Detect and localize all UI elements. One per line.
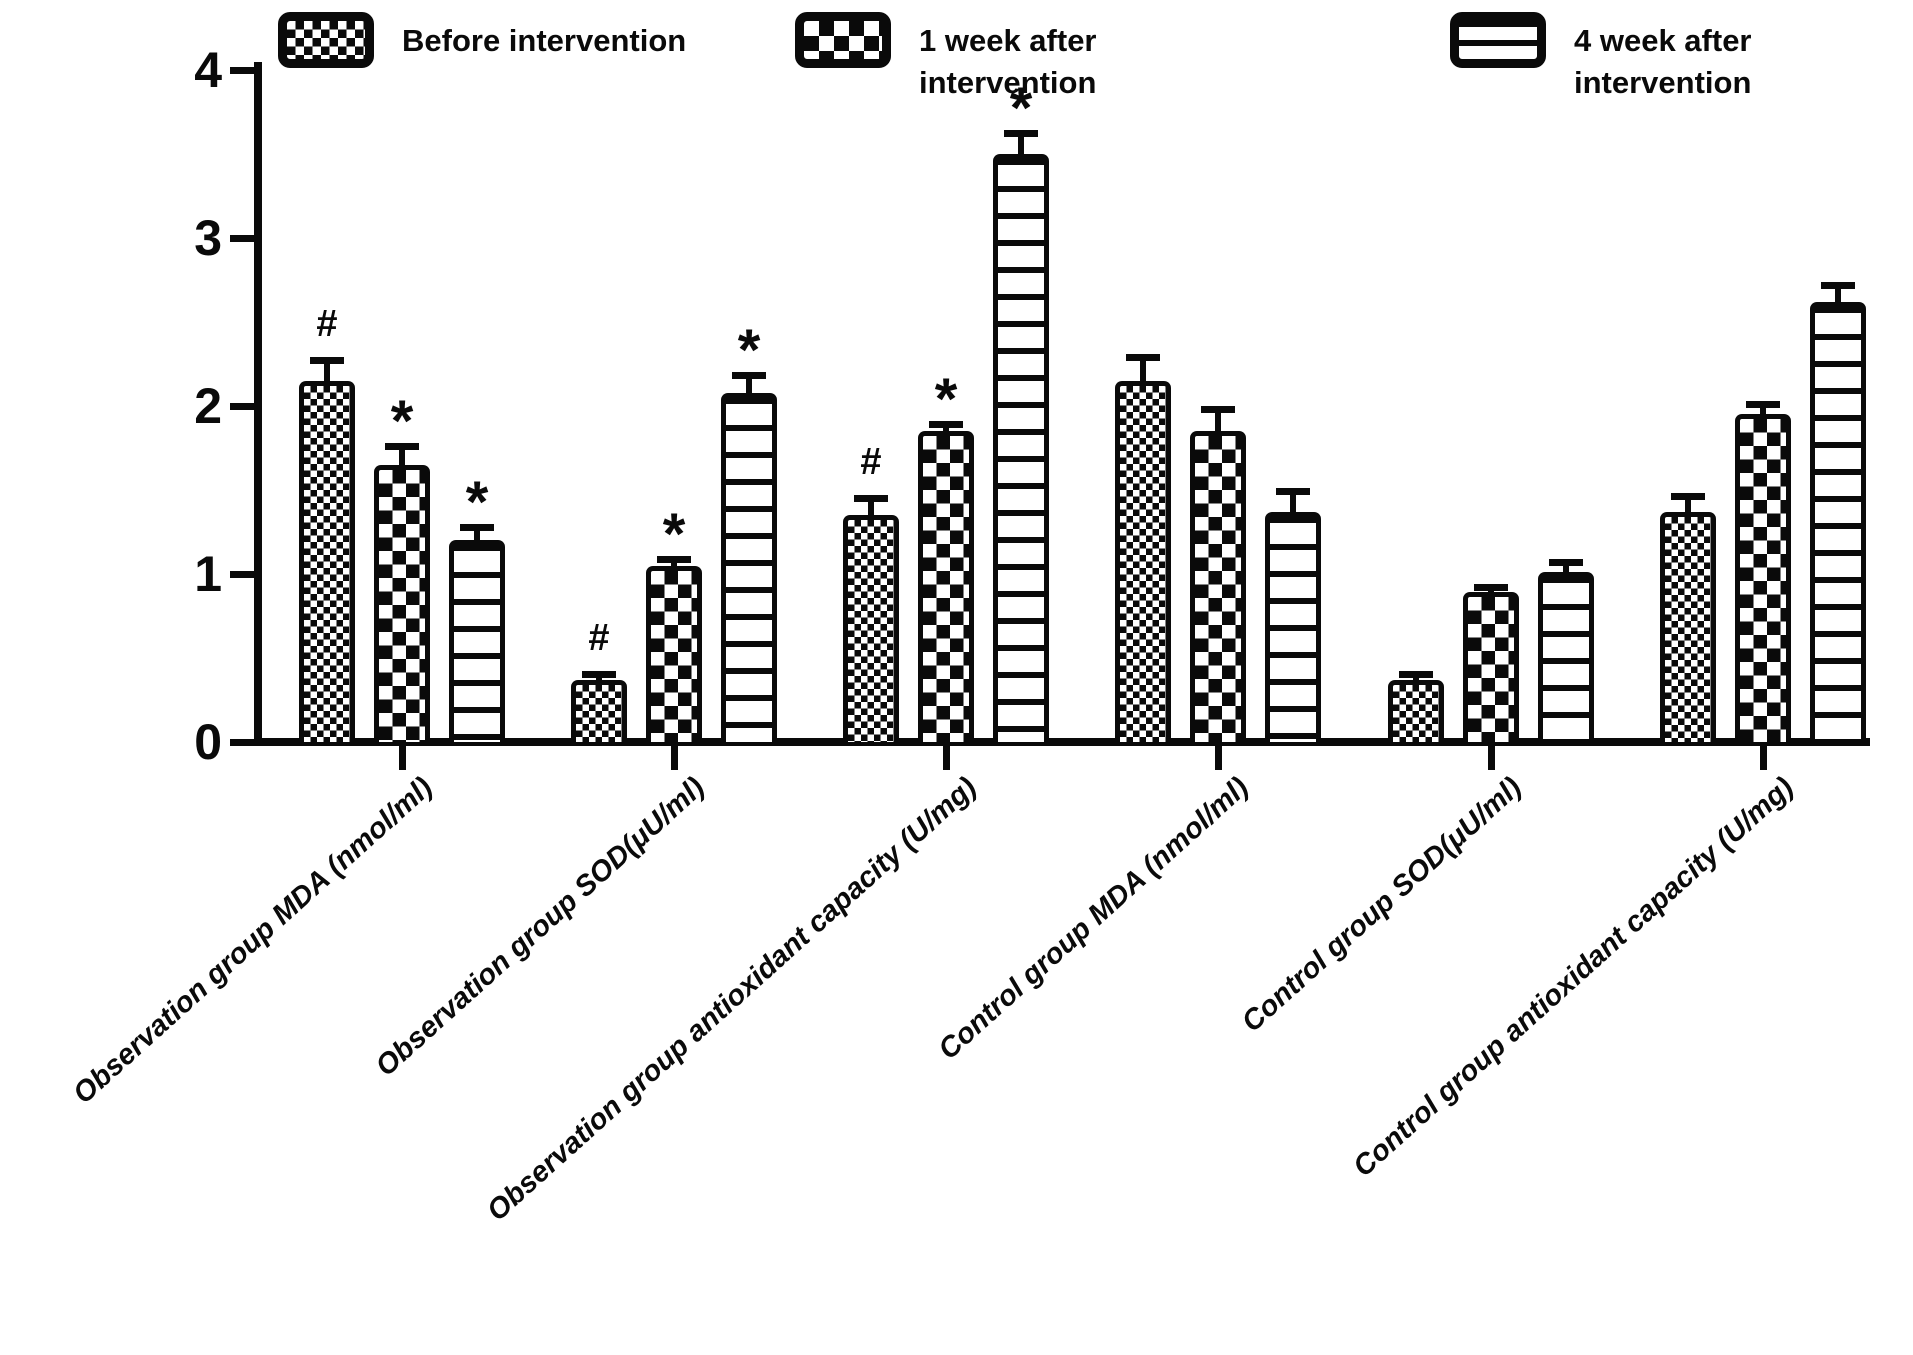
- legend-swatch-before-intervention: [278, 12, 374, 68]
- bar: [1735, 414, 1791, 742]
- y-axis: [254, 62, 262, 746]
- x-tick: [399, 746, 406, 770]
- x-tick: [943, 746, 950, 770]
- error-bar-cap: [1549, 558, 1583, 566]
- significance-marker: *: [1009, 76, 1033, 142]
- bar: [843, 515, 899, 742]
- bar: [1660, 511, 1716, 742]
- error-bar-cap: [460, 523, 494, 531]
- error-bar-stem: [943, 421, 949, 436]
- legend-label-before-intervention: Before intervention: [402, 23, 687, 58]
- error-bar-cap: [1474, 584, 1508, 592]
- bar: [1115, 380, 1171, 742]
- legend-item-1-week-after: 1 week after intervention: [795, 12, 1097, 104]
- error-bar-stem: [1563, 558, 1569, 577]
- significance-marker: #: [316, 303, 338, 346]
- bar: [1265, 511, 1321, 742]
- error-bar-stem: [399, 442, 405, 469]
- y-tick-label: 4: [194, 42, 222, 98]
- error-bar-stem: [1835, 281, 1841, 306]
- bar: [646, 565, 702, 742]
- x-tick: [1760, 746, 1767, 770]
- bar: [918, 431, 974, 742]
- legend-swatch-1-week-after: [795, 12, 891, 68]
- x-tick: [1215, 746, 1222, 770]
- bar: [299, 380, 355, 742]
- y-tick: [230, 235, 254, 242]
- error-bar-cap: [732, 372, 766, 380]
- bar: [571, 679, 627, 742]
- error-bar-stem: [1215, 406, 1221, 436]
- y-tick-label: 3: [194, 210, 222, 266]
- error-bar-cap: [1276, 488, 1310, 496]
- error-bar-cap: [1126, 353, 1160, 361]
- bar: [721, 392, 777, 742]
- error-bar-stem: [474, 523, 480, 545]
- bar: [374, 464, 430, 742]
- significance-marker: *: [662, 501, 686, 567]
- x-axis: [254, 738, 1870, 746]
- error-bar-stem: [1140, 353, 1146, 385]
- error-bar-cap: [385, 442, 419, 450]
- y-tick: [230, 403, 254, 410]
- error-bar-stem: [324, 357, 330, 385]
- x-tick: [671, 746, 678, 770]
- bar: [1388, 679, 1444, 742]
- significance-marker: *: [934, 367, 958, 433]
- error-bar-stem: [868, 495, 874, 520]
- error-bar-cap: [582, 671, 616, 679]
- y-tick: [230, 67, 254, 74]
- error-bar-cap: [1746, 400, 1780, 408]
- bar: [1463, 592, 1519, 742]
- bar: [449, 540, 505, 742]
- y-tick: [230, 571, 254, 578]
- error-bar-stem: [746, 372, 752, 397]
- significance-marker: #: [860, 441, 882, 484]
- legend-item-4-week-after: 4 week after intervention: [1450, 12, 1752, 104]
- error-bar-cap: [1201, 406, 1235, 413]
- significance-marker: *: [737, 318, 761, 384]
- error-bar-stem: [1290, 488, 1296, 516]
- error-bar-cap: [929, 421, 963, 429]
- legend-label-4-week-after: 4 week after intervention: [1574, 23, 1752, 100]
- error-bar-cap: [310, 357, 344, 365]
- error-bar-stem: [1685, 493, 1691, 516]
- y-tick-label: 0: [194, 714, 222, 770]
- bar: [1190, 431, 1246, 742]
- x-tick: [1488, 746, 1495, 770]
- bar: [1810, 301, 1866, 742]
- error-bar-cap: [1821, 281, 1855, 289]
- legend-item-before-intervention: Before intervention: [278, 12, 686, 68]
- error-bar-stem: [671, 555, 677, 570]
- y-tick: [230, 739, 254, 746]
- error-bar-cap: [1671, 493, 1705, 501]
- error-bar-stem: [1018, 130, 1024, 158]
- significance-marker: *: [465, 469, 489, 535]
- significance-marker: *: [390, 388, 414, 454]
- error-bar-cap: [657, 555, 691, 563]
- error-bar-stem: [1760, 400, 1766, 419]
- error-bar-cap: [854, 495, 888, 503]
- legend-swatch-4-week-after: [1450, 12, 1546, 68]
- error-bar-cap: [1399, 671, 1433, 679]
- y-tick-label: 1: [194, 546, 222, 602]
- error-bar-cap: [1004, 130, 1038, 138]
- legend-label-1-week-after: 1 week after intervention: [919, 23, 1097, 100]
- bar: [1538, 572, 1594, 742]
- significance-marker: #: [588, 617, 610, 660]
- y-tick-label: 2: [194, 378, 222, 434]
- bar: [993, 154, 1049, 742]
